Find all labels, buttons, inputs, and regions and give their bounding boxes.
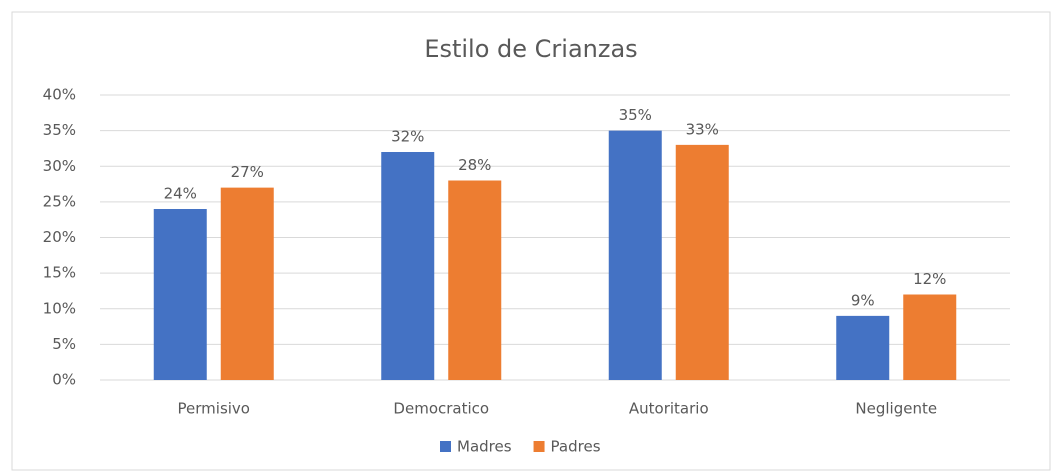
bar — [153, 209, 207, 380]
bar — [675, 144, 729, 380]
y-tick-label: 40% — [43, 86, 76, 104]
x-tick-label: Negligente — [855, 400, 937, 418]
data-label: 33% — [686, 120, 719, 138]
data-label: 32% — [391, 128, 424, 146]
bar — [220, 187, 274, 380]
y-tick-label: 35% — [43, 121, 76, 139]
x-tick-label: Permisivo — [178, 400, 250, 418]
y-tick-label: 5% — [52, 335, 76, 353]
bar — [448, 180, 502, 380]
bar — [903, 294, 957, 380]
data-label: 35% — [619, 106, 652, 124]
y-tick-label: 0% — [52, 371, 76, 389]
data-label: 27% — [231, 163, 264, 181]
legend-swatch — [440, 441, 451, 452]
x-tick-label: Democratico — [393, 400, 489, 418]
x-tick-label: Autoritario — [629, 400, 709, 418]
y-tick-label: 15% — [43, 264, 76, 282]
legend-label: Padres — [551, 438, 601, 456]
y-tick-label: 20% — [43, 228, 76, 246]
y-tick-label: 10% — [43, 299, 76, 317]
bar — [836, 315, 890, 380]
bar — [608, 130, 662, 380]
y-tick-label: 25% — [43, 192, 76, 210]
data-label: 24% — [164, 185, 197, 203]
data-label: 9% — [851, 291, 875, 309]
data-label: 28% — [458, 156, 491, 174]
legend-swatch — [533, 441, 545, 452]
y-tick-label: 30% — [43, 157, 76, 175]
legend-label: Madres — [457, 438, 512, 456]
data-label: 12% — [913, 270, 946, 288]
chart-title: Estilo de Crianzas — [424, 35, 637, 63]
bar — [381, 152, 435, 380]
